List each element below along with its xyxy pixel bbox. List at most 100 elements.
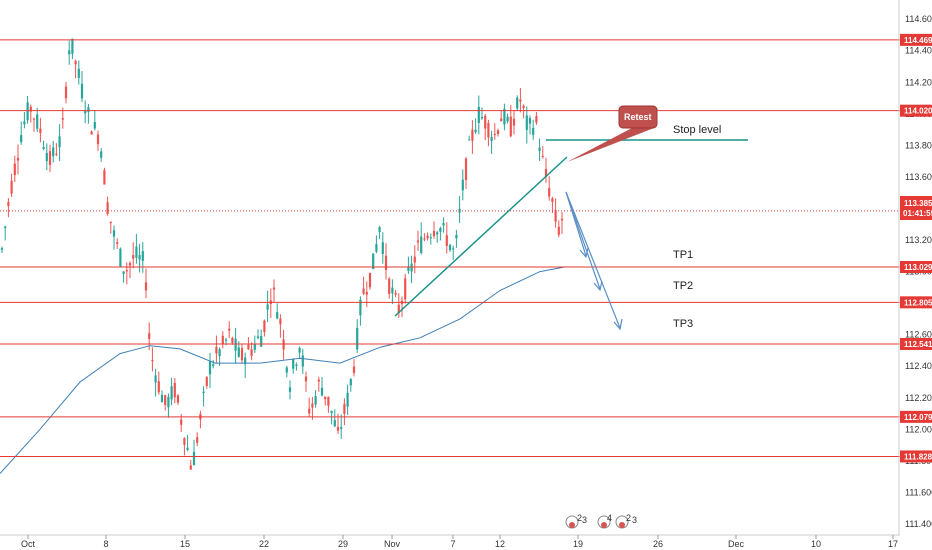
candle-body <box>314 395 317 405</box>
stop-level-label: Stop level <box>673 124 721 136</box>
candle-body <box>45 153 48 162</box>
countdown-value: 01:41:59 <box>903 209 932 218</box>
candle-body <box>29 106 32 112</box>
candle-body <box>144 282 148 291</box>
candle-body <box>346 392 349 407</box>
price-tick-label: 112.400 <box>905 361 932 371</box>
candle-body <box>384 255 388 270</box>
candle-body <box>541 155 544 157</box>
candle-body <box>164 395 167 406</box>
tp3-label: TP3 <box>673 318 693 330</box>
level-tag <box>900 104 932 117</box>
candle-body <box>0 248 4 250</box>
candle-body <box>544 169 548 177</box>
event-count: 4 <box>607 513 612 523</box>
candle-body <box>532 127 535 135</box>
event-count: 3 <box>582 515 587 525</box>
candles <box>0 38 564 470</box>
flag-jp-icon[interactable] <box>569 522 575 528</box>
candle-body <box>221 335 224 344</box>
candle-body <box>180 419 183 425</box>
flag-jp-icon[interactable] <box>601 522 607 528</box>
candle-body <box>205 377 208 386</box>
candle-body <box>423 238 426 240</box>
candle-body <box>224 339 228 341</box>
candle-body <box>522 105 525 109</box>
candle-body <box>352 366 356 374</box>
candle-body <box>106 202 109 215</box>
candle-body <box>333 420 336 427</box>
candle-body <box>439 227 442 232</box>
candle-body <box>7 202 10 207</box>
candle-body <box>311 403 314 408</box>
candle-body <box>77 68 80 78</box>
candle-body <box>445 235 448 246</box>
event-count: 2 <box>577 513 582 523</box>
candle-body <box>212 364 215 367</box>
candle-body <box>253 343 256 350</box>
candle-body <box>506 116 509 122</box>
candle-body <box>298 347 301 353</box>
candle-body <box>20 135 23 143</box>
price-tick-label: 113.600 <box>905 172 932 182</box>
time-tick-label: Dec <box>728 539 745 549</box>
flag-jp-icon[interactable] <box>619 522 625 528</box>
candle-body <box>148 333 151 339</box>
candle-body <box>215 346 218 354</box>
candle-body <box>234 338 237 351</box>
candle-body <box>141 251 144 261</box>
price-tick-label: 111.600 <box>905 487 932 497</box>
candle-body <box>477 107 480 124</box>
candle-body <box>119 248 122 267</box>
level-tag-label: 111.828 <box>904 452 932 461</box>
candle-body <box>509 116 512 137</box>
event-count: 3 <box>632 515 637 525</box>
candle-body <box>116 242 119 244</box>
level-tag <box>900 410 932 423</box>
candle-body <box>500 118 503 122</box>
candle-body <box>525 115 528 130</box>
candle-body <box>301 355 304 367</box>
candle-body <box>487 122 490 138</box>
candle-body <box>496 130 500 134</box>
time-tick-label: 29 <box>338 539 348 549</box>
candle-body <box>231 337 234 343</box>
candle-body <box>61 118 64 120</box>
candle-body <box>39 128 42 134</box>
candle-body <box>272 287 276 290</box>
price-tick-label: 114.200 <box>905 77 932 87</box>
candle-body <box>160 394 164 403</box>
level-tag-label: 112.541 <box>904 340 932 349</box>
candle-body <box>448 244 452 251</box>
candle-body <box>112 230 116 237</box>
level-tag-label: 114.469 <box>904 36 932 45</box>
retest-label: Retest <box>624 112 652 122</box>
price-tick-label: 112.200 <box>905 393 932 403</box>
candle-body <box>96 134 100 145</box>
candle-body <box>560 218 564 221</box>
candle-body <box>512 118 516 126</box>
candle-body <box>436 232 439 235</box>
level-tag <box>900 261 932 274</box>
candle-body <box>84 110 87 114</box>
event-markers[interactable]: 2 3 4 2 3 <box>565 513 637 529</box>
candle-body <box>167 396 170 408</box>
candle-body <box>516 97 519 109</box>
candle-body <box>282 339 285 350</box>
time-tick-label: 8 <box>103 539 108 549</box>
time-tick-label: 7 <box>450 539 455 549</box>
candle-body <box>340 427 343 429</box>
candle-body <box>132 255 135 259</box>
price-tick-label: 114.600 <box>905 14 932 24</box>
candle-body <box>304 376 308 382</box>
candle-body <box>292 359 295 369</box>
candle-body <box>240 348 244 361</box>
candle-body <box>490 136 493 142</box>
candle-body <box>426 235 429 239</box>
candle-body <box>330 410 333 414</box>
price-tick-label: 113.800 <box>905 140 932 150</box>
time-axis[interactable]: Oct 8 15 22 29 Nov 7 12 19 26 Dec 10 17 <box>21 535 898 549</box>
candle-body <box>260 336 263 347</box>
candle-body <box>138 254 141 260</box>
